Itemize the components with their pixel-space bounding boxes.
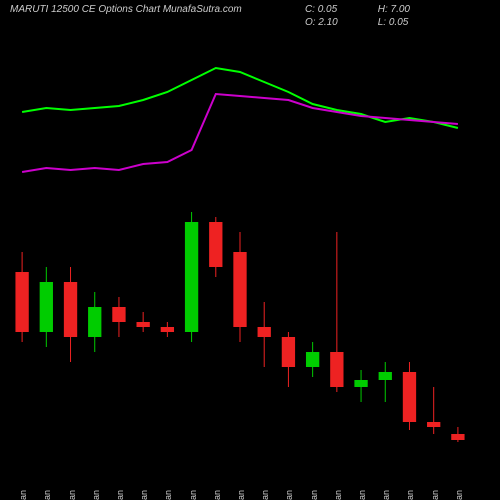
candle-body <box>40 282 53 332</box>
candle-body <box>451 434 464 440</box>
chart-header: MARUTI 12500 CE Options Chart MunafaSutr… <box>0 4 500 28</box>
chart-svg <box>10 32 470 450</box>
x-tick-label: 15 Jan <box>188 490 198 500</box>
high-value: H: 7.00 <box>378 4 410 15</box>
x-tick-label: 14 Jan <box>163 490 173 500</box>
ohlc-block: C: 0.05 H: 7.00 O: 2.10 L: 0.05 <box>305 4 410 28</box>
x-tick-label: 13 Jan <box>139 490 149 500</box>
candle-body <box>185 222 198 332</box>
chart-title: MARUTI 12500 CE Options Chart MunafaSutr… <box>10 4 242 28</box>
candle-body <box>354 380 367 387</box>
x-tick-label: 08 Jan <box>67 490 77 500</box>
x-tick-label: 09 Jan <box>91 490 101 500</box>
indicator-line-magenta <box>22 94 458 172</box>
candle-body <box>64 282 77 337</box>
x-axis: 06 Jan 07 Jan 08 Jan 09 Jan 10 Jan 13 Jan 14 J… <box>10 452 470 500</box>
open-value: O: 2.10 <box>305 17 338 28</box>
x-tick-label: 16 Jan <box>212 490 222 500</box>
candle-body <box>330 352 343 387</box>
x-tick-label: 23 Jan <box>333 490 343 500</box>
candle-body <box>112 307 125 322</box>
x-tick-label: 17 Jan <box>236 490 246 500</box>
x-tick-label: 27 Jan <box>381 490 391 500</box>
x-tick-label: 07 Jan <box>42 490 52 500</box>
candle-body <box>379 372 392 380</box>
candle-body <box>137 322 150 327</box>
candle-body <box>427 422 440 427</box>
candle-body <box>306 352 319 367</box>
candle-body <box>209 222 222 267</box>
close-value: C: 0.05 <box>305 4 338 15</box>
candle-body <box>15 272 28 332</box>
x-tick-label: 30 Jan <box>454 490 464 500</box>
x-tick-label: 28 Jan <box>405 490 415 500</box>
candle-body <box>258 327 271 337</box>
candle-body <box>403 372 416 422</box>
x-tick-label: 06 Jan <box>18 490 28 500</box>
candle-body <box>161 327 174 332</box>
low-value: L: 0.05 <box>378 17 410 28</box>
candle-body <box>282 337 295 367</box>
x-tick-label: 24 Jan <box>357 490 367 500</box>
x-tick-label: 29 Jan <box>430 490 440 500</box>
chart-area <box>10 32 470 450</box>
x-tick-label: 10 Jan <box>115 490 125 500</box>
candle-body <box>233 252 246 327</box>
x-tick-label: 20 Jan <box>260 490 270 500</box>
x-tick-label: 22 Jan <box>309 490 319 500</box>
candle-body <box>88 307 101 337</box>
x-tick-label: 21 Jan <box>284 490 294 500</box>
